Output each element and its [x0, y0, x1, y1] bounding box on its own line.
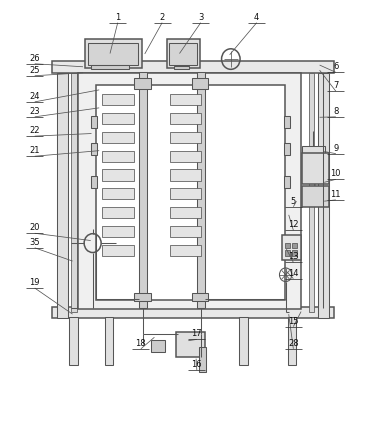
- Text: 24: 24: [29, 92, 40, 101]
- Bar: [170, 188, 201, 199]
- Text: 22: 22: [29, 126, 40, 135]
- Text: 17: 17: [191, 329, 202, 339]
- Bar: [170, 151, 201, 162]
- Bar: [102, 245, 134, 256]
- Bar: [239, 317, 248, 365]
- Text: 28: 28: [288, 339, 299, 348]
- Bar: [282, 235, 301, 260]
- Bar: [197, 72, 205, 308]
- Bar: [52, 61, 334, 73]
- Bar: [139, 72, 147, 308]
- Bar: [285, 243, 290, 248]
- Bar: [192, 293, 208, 301]
- Bar: [192, 78, 208, 89]
- Bar: [91, 143, 97, 155]
- Bar: [170, 169, 201, 181]
- Bar: [318, 73, 329, 318]
- Bar: [102, 188, 134, 199]
- Text: 13: 13: [288, 252, 299, 262]
- Bar: [170, 132, 201, 143]
- Bar: [105, 317, 113, 365]
- Bar: [170, 245, 201, 256]
- Text: 15: 15: [288, 316, 299, 326]
- Text: 4: 4: [254, 12, 259, 22]
- Text: 35: 35: [29, 238, 40, 247]
- Bar: [285, 250, 290, 256]
- Bar: [102, 113, 134, 124]
- Text: 25: 25: [29, 65, 40, 75]
- Text: 6: 6: [333, 62, 339, 71]
- Bar: [167, 39, 200, 68]
- Bar: [284, 143, 290, 155]
- Bar: [284, 176, 290, 188]
- Bar: [170, 113, 201, 124]
- Bar: [134, 78, 151, 89]
- Bar: [176, 332, 205, 357]
- Bar: [69, 317, 78, 365]
- Bar: [91, 65, 129, 69]
- Text: 16: 16: [191, 360, 202, 369]
- Bar: [71, 73, 77, 312]
- Bar: [284, 116, 290, 128]
- Bar: [302, 153, 329, 184]
- Text: 2: 2: [159, 12, 165, 22]
- Bar: [91, 176, 97, 188]
- Bar: [78, 73, 301, 309]
- Bar: [302, 186, 329, 207]
- Text: 21: 21: [29, 146, 40, 155]
- Bar: [169, 43, 197, 65]
- Bar: [292, 243, 297, 248]
- Bar: [151, 340, 165, 352]
- Text: 1: 1: [115, 12, 120, 22]
- Text: 3: 3: [198, 12, 203, 22]
- Bar: [134, 293, 151, 301]
- Bar: [102, 151, 134, 162]
- Bar: [91, 116, 97, 128]
- Bar: [52, 307, 334, 318]
- Bar: [309, 73, 314, 312]
- Text: 19: 19: [29, 278, 40, 287]
- Bar: [292, 250, 297, 256]
- Bar: [170, 226, 201, 237]
- Bar: [302, 146, 325, 153]
- Bar: [96, 85, 285, 300]
- Bar: [85, 39, 142, 68]
- Bar: [288, 317, 296, 365]
- Text: 26: 26: [29, 54, 40, 63]
- Bar: [57, 73, 68, 318]
- Text: 14: 14: [288, 268, 299, 278]
- Text: 9: 9: [333, 143, 339, 153]
- Bar: [102, 94, 134, 105]
- Bar: [88, 43, 138, 65]
- Text: 7: 7: [333, 81, 339, 90]
- Text: 8: 8: [333, 107, 339, 116]
- Bar: [199, 347, 206, 372]
- Text: 18: 18: [135, 339, 146, 348]
- Bar: [170, 207, 201, 218]
- Bar: [170, 94, 201, 105]
- Text: 23: 23: [29, 107, 40, 116]
- Bar: [102, 207, 134, 218]
- Bar: [102, 132, 134, 143]
- Bar: [102, 169, 134, 181]
- Text: 12: 12: [288, 220, 299, 229]
- Text: 10: 10: [330, 169, 341, 178]
- Text: 5: 5: [291, 196, 296, 206]
- Text: 20: 20: [29, 223, 40, 232]
- Bar: [174, 66, 189, 69]
- Bar: [102, 226, 134, 237]
- Text: 11: 11: [330, 190, 341, 199]
